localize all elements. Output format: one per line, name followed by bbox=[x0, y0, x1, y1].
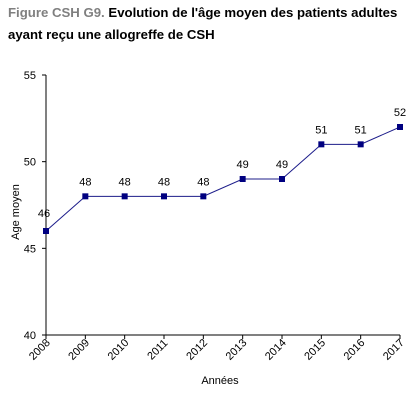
x-tick-label: 2011 bbox=[145, 337, 170, 362]
data-label: 51 bbox=[315, 124, 327, 136]
data-label: 48 bbox=[79, 176, 91, 188]
x-tick-label: 2016 bbox=[342, 337, 368, 363]
data-point bbox=[279, 176, 285, 182]
x-tick-label: 2017 bbox=[381, 337, 407, 363]
data-point bbox=[318, 141, 325, 148]
data-point bbox=[200, 193, 207, 200]
data-label: 48 bbox=[158, 176, 170, 188]
data-point bbox=[82, 193, 89, 200]
data-point bbox=[239, 176, 246, 182]
data-point bbox=[357, 141, 364, 148]
data-label: 51 bbox=[355, 124, 367, 136]
chart-title: Figure CSH G9. Evolution de l'âge moyen … bbox=[8, 2, 408, 46]
x-tick-label: 2010 bbox=[106, 337, 132, 363]
data-label: 49 bbox=[276, 159, 288, 171]
x-tick-label: 2015 bbox=[302, 337, 328, 363]
data-label: 52 bbox=[394, 107, 406, 119]
data-point bbox=[121, 193, 128, 200]
x-axis-title: Années bbox=[201, 375, 239, 387]
x-tick-label: 2013 bbox=[224, 337, 250, 363]
chart-title-prefix: Figure CSH G9. bbox=[8, 5, 105, 20]
y-tick-label: 45 bbox=[24, 243, 36, 255]
axes bbox=[45, 75, 400, 336]
y-tick-label: 55 bbox=[24, 70, 36, 82]
y-tick-label: 40 bbox=[24, 330, 36, 342]
data-label: 48 bbox=[119, 176, 131, 188]
data-point bbox=[161, 193, 167, 200]
data-label: 48 bbox=[197, 176, 209, 188]
data-label: 49 bbox=[237, 159, 249, 171]
data-point bbox=[397, 124, 403, 130]
series-line bbox=[45, 126, 401, 232]
data-labels: 46 48 48 48 48 49 49 51 51 52 bbox=[38, 107, 406, 220]
y-axis-title: Age moyen bbox=[10, 184, 22, 240]
x-tick-label: 2014 bbox=[263, 337, 289, 363]
series-group bbox=[43, 124, 403, 234]
x-tick-label: 2009 bbox=[66, 337, 92, 363]
x-tick-label: 2012 bbox=[184, 337, 210, 363]
data-point bbox=[43, 228, 49, 234]
y-tick-label: 50 bbox=[24, 157, 36, 169]
chart-title-main: Evolution de l'âge moyen des patients ad… bbox=[8, 5, 398, 42]
data-label: 46 bbox=[38, 208, 50, 220]
